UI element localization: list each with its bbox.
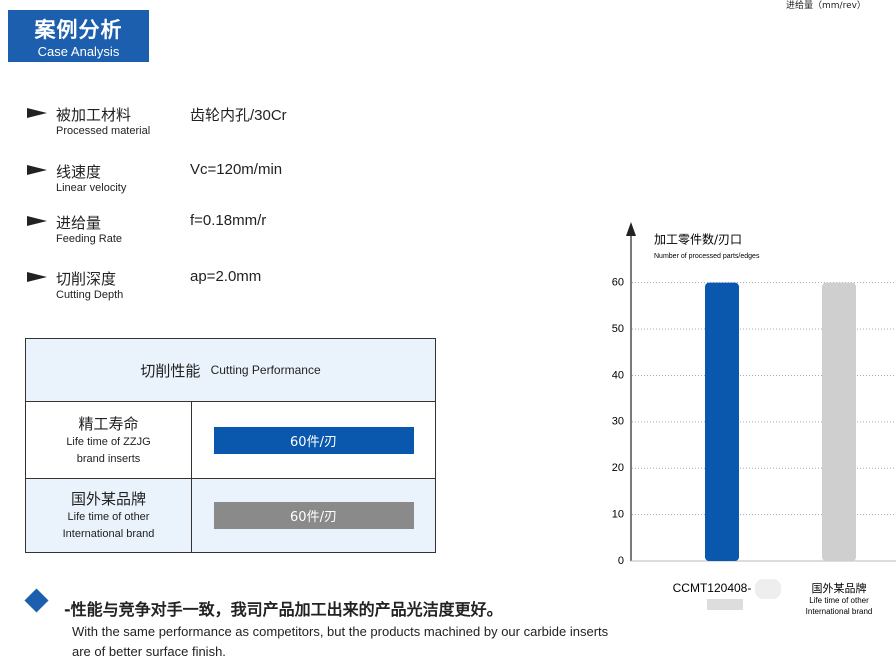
result-bar: 60件/刃	[213, 502, 414, 529]
param-label: 切削深度	[56, 270, 117, 288]
table-header: 切削性能 Cutting Performance	[26, 339, 435, 402]
param-value: f=0.18mm/r	[190, 212, 267, 229]
param-arrow	[27, 165, 47, 175]
bar	[822, 282, 856, 561]
row-name-en: Life time of ZZJG brand inserts	[66, 435, 151, 465]
param-value: ap=2.0mm	[190, 268, 262, 285]
row-name-en: Life time of other International brand	[62, 511, 155, 540]
y-tick-label: 10	[612, 509, 624, 521]
param-label-en: Feeding Rate	[56, 233, 123, 245]
row-cell: 60件/刃	[192, 479, 435, 552]
table-title-en: Cutting Performance	[210, 362, 321, 377]
param-arrow	[27, 272, 47, 282]
chart: 加工零件数/刃口 Number of processed parts/edges…	[612, 222, 896, 616]
row-name: 精工寿命	[78, 414, 139, 433]
param-value: 齿轮内孔/30Cr	[190, 107, 287, 124]
bullet-diamond	[24, 588, 49, 613]
param-label: 线速度	[56, 163, 102, 181]
chart-subtitle: Number of processed parts/edges	[654, 253, 760, 260]
y-axis-arrow	[626, 222, 636, 236]
x-tick-label: CCMT120408-	[673, 581, 752, 595]
header-subtitle: Case Analysis	[37, 44, 120, 59]
row-label: 国外某品牌 Life time of other International b…	[26, 479, 192, 552]
header: 案例分析 Case Analysis	[8, 10, 149, 62]
row-label: 精工寿命 Life time of ZZJG brand inserts	[26, 402, 192, 479]
param-arrow	[27, 108, 47, 118]
table-title: 切削性能	[140, 361, 201, 380]
x-tick-label: 国外某品牌	[812, 581, 867, 595]
category-note: Life time of other International brand	[806, 596, 873, 616]
y-tick-label: 60	[612, 277, 624, 289]
param-arrow	[27, 216, 47, 226]
row-name: 国外某品牌	[70, 490, 146, 508]
y-tick-label: 50	[612, 323, 624, 335]
y-tick-label: 30	[612, 416, 624, 428]
table: 切削性能 Cutting Performance 精工寿命 Life time …	[25, 338, 436, 553]
blurred-label	[755, 579, 781, 599]
param-label-en: Linear velocity	[56, 182, 127, 194]
chart-title: 加工零件数/刃口	[654, 232, 742, 247]
conclusion-text: With the same performance as competitors…	[72, 624, 609, 659]
param-label-en: Processed material	[56, 125, 151, 137]
header-title: 案例分析	[34, 18, 123, 42]
result-bar: 60件/刃	[213, 426, 414, 454]
y-tick-label: 40	[612, 369, 624, 381]
param-label: 进给量	[56, 214, 102, 232]
conclusion-heading: -性能与竞争对手一致，我司产品加工出来的产品光洁度更好。	[64, 600, 503, 619]
y-tick-label: 20	[612, 462, 624, 474]
top-note: 进给量（mm/rev）	[786, 1, 866, 11]
y-tick-label: 0	[618, 555, 624, 567]
param-value: Vc=120m/min	[190, 161, 283, 178]
param-label: 被加工材料	[56, 106, 132, 124]
row-cell: 60件/刃	[192, 402, 435, 479]
bar	[705, 282, 739, 561]
blurred-label	[707, 599, 743, 610]
param-label-en: Cutting Depth	[56, 289, 124, 301]
